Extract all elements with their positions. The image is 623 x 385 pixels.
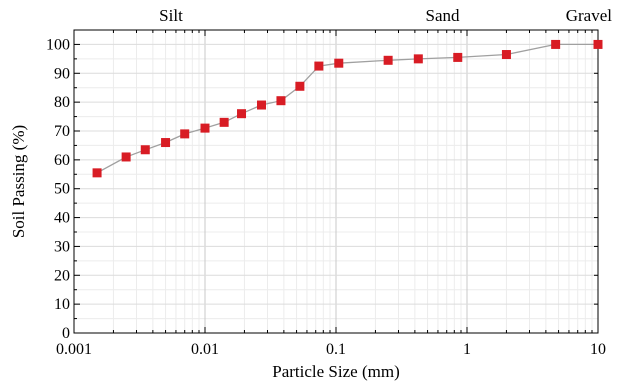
data-point <box>551 39 561 49</box>
data-point <box>121 152 131 162</box>
y-tick-label: 40 <box>54 210 70 227</box>
data-point <box>92 168 102 178</box>
y-tick-label: 70 <box>54 123 70 140</box>
data-point <box>295 81 305 91</box>
data-point <box>180 129 190 139</box>
data-point <box>219 117 229 127</box>
y-tick-label: 20 <box>54 267 70 284</box>
y-tick-label: 0 <box>62 325 70 342</box>
y-tick-label: 10 <box>54 296 70 313</box>
data-point <box>314 61 324 71</box>
x-tick-label: 10 <box>590 341 606 358</box>
data-point <box>161 138 171 148</box>
region-label-gravel: Gravel <box>566 6 613 25</box>
data-point <box>257 100 267 110</box>
data-point <box>593 39 603 49</box>
data-point <box>276 96 286 106</box>
y-tick-label: 90 <box>54 65 70 82</box>
axis-ticks <box>73 30 599 334</box>
y-tick-label: 50 <box>54 181 70 198</box>
data-point <box>334 58 344 68</box>
x-tick-label: 0.01 <box>191 341 219 358</box>
y-tick-label: 60 <box>54 152 70 169</box>
data-point <box>501 50 511 60</box>
x-tick-label: 1 <box>463 341 471 358</box>
y-tick-label: 100 <box>46 36 70 53</box>
x-axis-title: Particle Size (mm) <box>272 362 399 381</box>
data-point <box>453 52 463 62</box>
x-tick-label: 0.001 <box>56 341 92 358</box>
data-point <box>200 123 210 133</box>
data-point <box>383 55 393 65</box>
region-labels: Silt Sand Gravel <box>159 6 612 25</box>
y-axis-tick-labels: 0 10 20 30 40 50 60 70 80 90 100 <box>46 36 70 342</box>
series-layer <box>92 39 603 178</box>
y-tick-label: 30 <box>54 238 70 255</box>
x-tick-label: 0.1 <box>326 341 346 358</box>
y-axis-title: Soil Passing (%) <box>9 125 28 238</box>
data-point <box>413 54 423 64</box>
y-tick-label: 80 <box>54 94 70 111</box>
region-label-sand: Sand <box>425 6 460 25</box>
data-point <box>140 145 150 155</box>
region-label-silt: Silt <box>159 6 183 25</box>
data-point <box>237 109 247 119</box>
x-axis-tick-labels: 0.001 0.01 0.1 1 10 <box>56 341 606 358</box>
